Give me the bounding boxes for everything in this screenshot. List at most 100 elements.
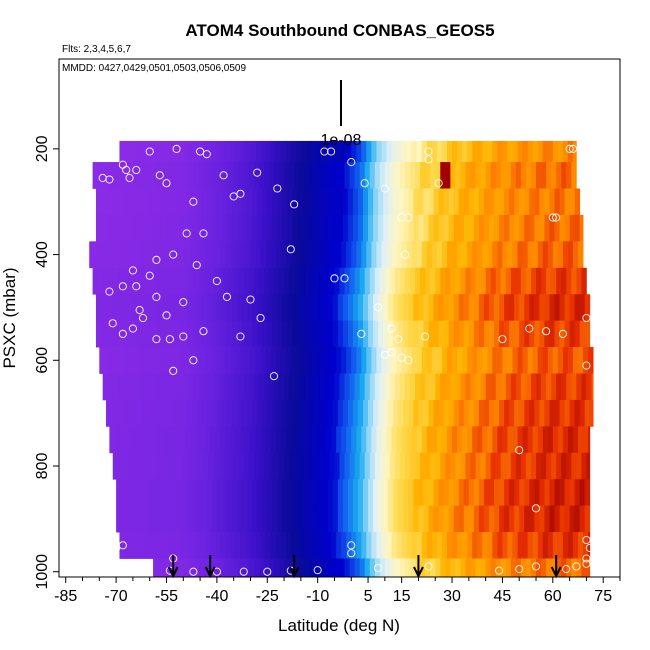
heatmap-cell bbox=[267, 479, 273, 507]
heatmap-cell bbox=[198, 267, 204, 295]
heatmap-cell bbox=[134, 241, 141, 269]
heatmap-cell bbox=[174, 140, 181, 163]
heatmap-cell bbox=[186, 320, 193, 348]
heatmap-cell bbox=[184, 140, 191, 163]
heatmap-cell bbox=[294, 162, 300, 189]
heatmap-cell bbox=[232, 479, 238, 507]
heatmap-cell bbox=[394, 162, 401, 189]
heatmap-cell bbox=[458, 479, 465, 507]
heatmap-cell bbox=[436, 347, 443, 374]
heatmap-cell bbox=[111, 294, 117, 322]
heatmap-cell bbox=[307, 294, 314, 322]
heatmap-cell bbox=[295, 426, 302, 454]
heatmap-cell bbox=[334, 452, 340, 480]
heatmap-cell bbox=[502, 347, 508, 374]
heatmap-cell bbox=[445, 373, 451, 401]
heatmap-cell bbox=[571, 373, 577, 401]
heatmap-cell bbox=[272, 320, 278, 348]
heatmap-cell bbox=[460, 558, 466, 577]
heatmap-cell bbox=[574, 505, 581, 533]
heatmap-cell bbox=[344, 558, 350, 577]
heatmap-cell bbox=[92, 162, 99, 189]
heatmap-cell bbox=[309, 452, 315, 480]
heatmap-cell bbox=[139, 532, 146, 559]
heatmap-cell bbox=[452, 241, 458, 269]
heatmap-cell bbox=[238, 267, 245, 295]
heatmap-cell bbox=[368, 214, 374, 242]
heatmap-cell bbox=[505, 558, 512, 577]
heatmap-cell bbox=[317, 294, 324, 322]
heatmap-cell bbox=[129, 241, 135, 269]
heatmap-cell bbox=[514, 399, 520, 427]
heatmap-cell bbox=[552, 426, 559, 454]
heatmap-cell bbox=[405, 267, 411, 295]
heatmap-cell bbox=[413, 320, 419, 348]
heatmap-cell bbox=[507, 347, 513, 374]
heatmap-cell bbox=[483, 505, 490, 533]
heatmap-cell bbox=[472, 140, 478, 163]
heatmap-cell bbox=[235, 426, 241, 454]
heatmap-cell bbox=[458, 188, 465, 216]
heatmap-cell bbox=[151, 294, 157, 322]
heatmap-cell bbox=[341, 347, 347, 374]
heatmap-cell bbox=[285, 347, 292, 374]
heatmap-cell bbox=[262, 479, 268, 507]
heatmap-cell bbox=[277, 188, 283, 216]
heatmap-cell bbox=[235, 140, 241, 163]
heatmap-cell bbox=[406, 532, 413, 559]
heatmap-cell bbox=[223, 558, 230, 577]
heatmap-cell bbox=[158, 558, 164, 577]
heatmap-cell bbox=[111, 399, 117, 427]
sample-point bbox=[347, 158, 356, 167]
heatmap-cell bbox=[357, 399, 364, 427]
heatmap-cell bbox=[237, 479, 243, 507]
heatmap-cell bbox=[525, 267, 532, 295]
heatmap-cell bbox=[188, 373, 194, 401]
heatmap-cell bbox=[290, 347, 297, 374]
sample-point bbox=[404, 356, 413, 365]
heatmap-cell bbox=[206, 399, 213, 427]
heatmap-cell bbox=[527, 532, 534, 559]
heatmap-cell bbox=[393, 214, 399, 242]
heatmap-cell bbox=[334, 373, 340, 401]
heatmap-cell bbox=[581, 373, 587, 401]
heatmap-cell bbox=[314, 558, 320, 577]
sample-point bbox=[128, 324, 137, 333]
heatmap-cell bbox=[494, 214, 500, 242]
heatmap-cell bbox=[420, 267, 426, 295]
heatmap-cell bbox=[319, 267, 325, 295]
heatmap-cell bbox=[326, 241, 332, 269]
heatmap-cell bbox=[431, 347, 438, 374]
heatmap-cell bbox=[221, 505, 228, 533]
heatmap-cell bbox=[317, 399, 324, 427]
heatmap-cell bbox=[450, 162, 456, 189]
heatmap-cell bbox=[148, 452, 154, 480]
heatmap-cell bbox=[450, 373, 456, 401]
heatmap-cell bbox=[302, 505, 308, 533]
heatmap-cell bbox=[174, 241, 181, 269]
heatmap-cell bbox=[191, 320, 198, 348]
heatmap-cell bbox=[282, 505, 288, 533]
heatmap-cell bbox=[386, 426, 392, 454]
heatmap-cell bbox=[287, 294, 293, 322]
heatmap-cell bbox=[218, 452, 225, 480]
heatmap-cell bbox=[121, 479, 127, 507]
heatmap-cell bbox=[230, 140, 236, 163]
heatmap-cell bbox=[470, 267, 476, 295]
heatmap-cell bbox=[279, 373, 285, 401]
heatmap-cell bbox=[373, 320, 379, 348]
heatmap-cell bbox=[467, 532, 473, 559]
heatmap-cell bbox=[341, 241, 347, 269]
heatmap-cell bbox=[363, 320, 369, 348]
x-tick-label: 5 bbox=[364, 588, 373, 605]
heatmap-cell bbox=[292, 505, 298, 533]
heatmap-cell bbox=[339, 558, 345, 577]
heatmap-cell bbox=[262, 505, 268, 533]
sample-point bbox=[380, 350, 389, 360]
heatmap-cell bbox=[562, 241, 569, 269]
heatmap-cell bbox=[334, 558, 340, 577]
heatmap-cell bbox=[242, 399, 248, 427]
heatmap-cell bbox=[515, 558, 522, 577]
heatmap-cell bbox=[220, 241, 226, 269]
heatmap-cell bbox=[389, 267, 396, 295]
